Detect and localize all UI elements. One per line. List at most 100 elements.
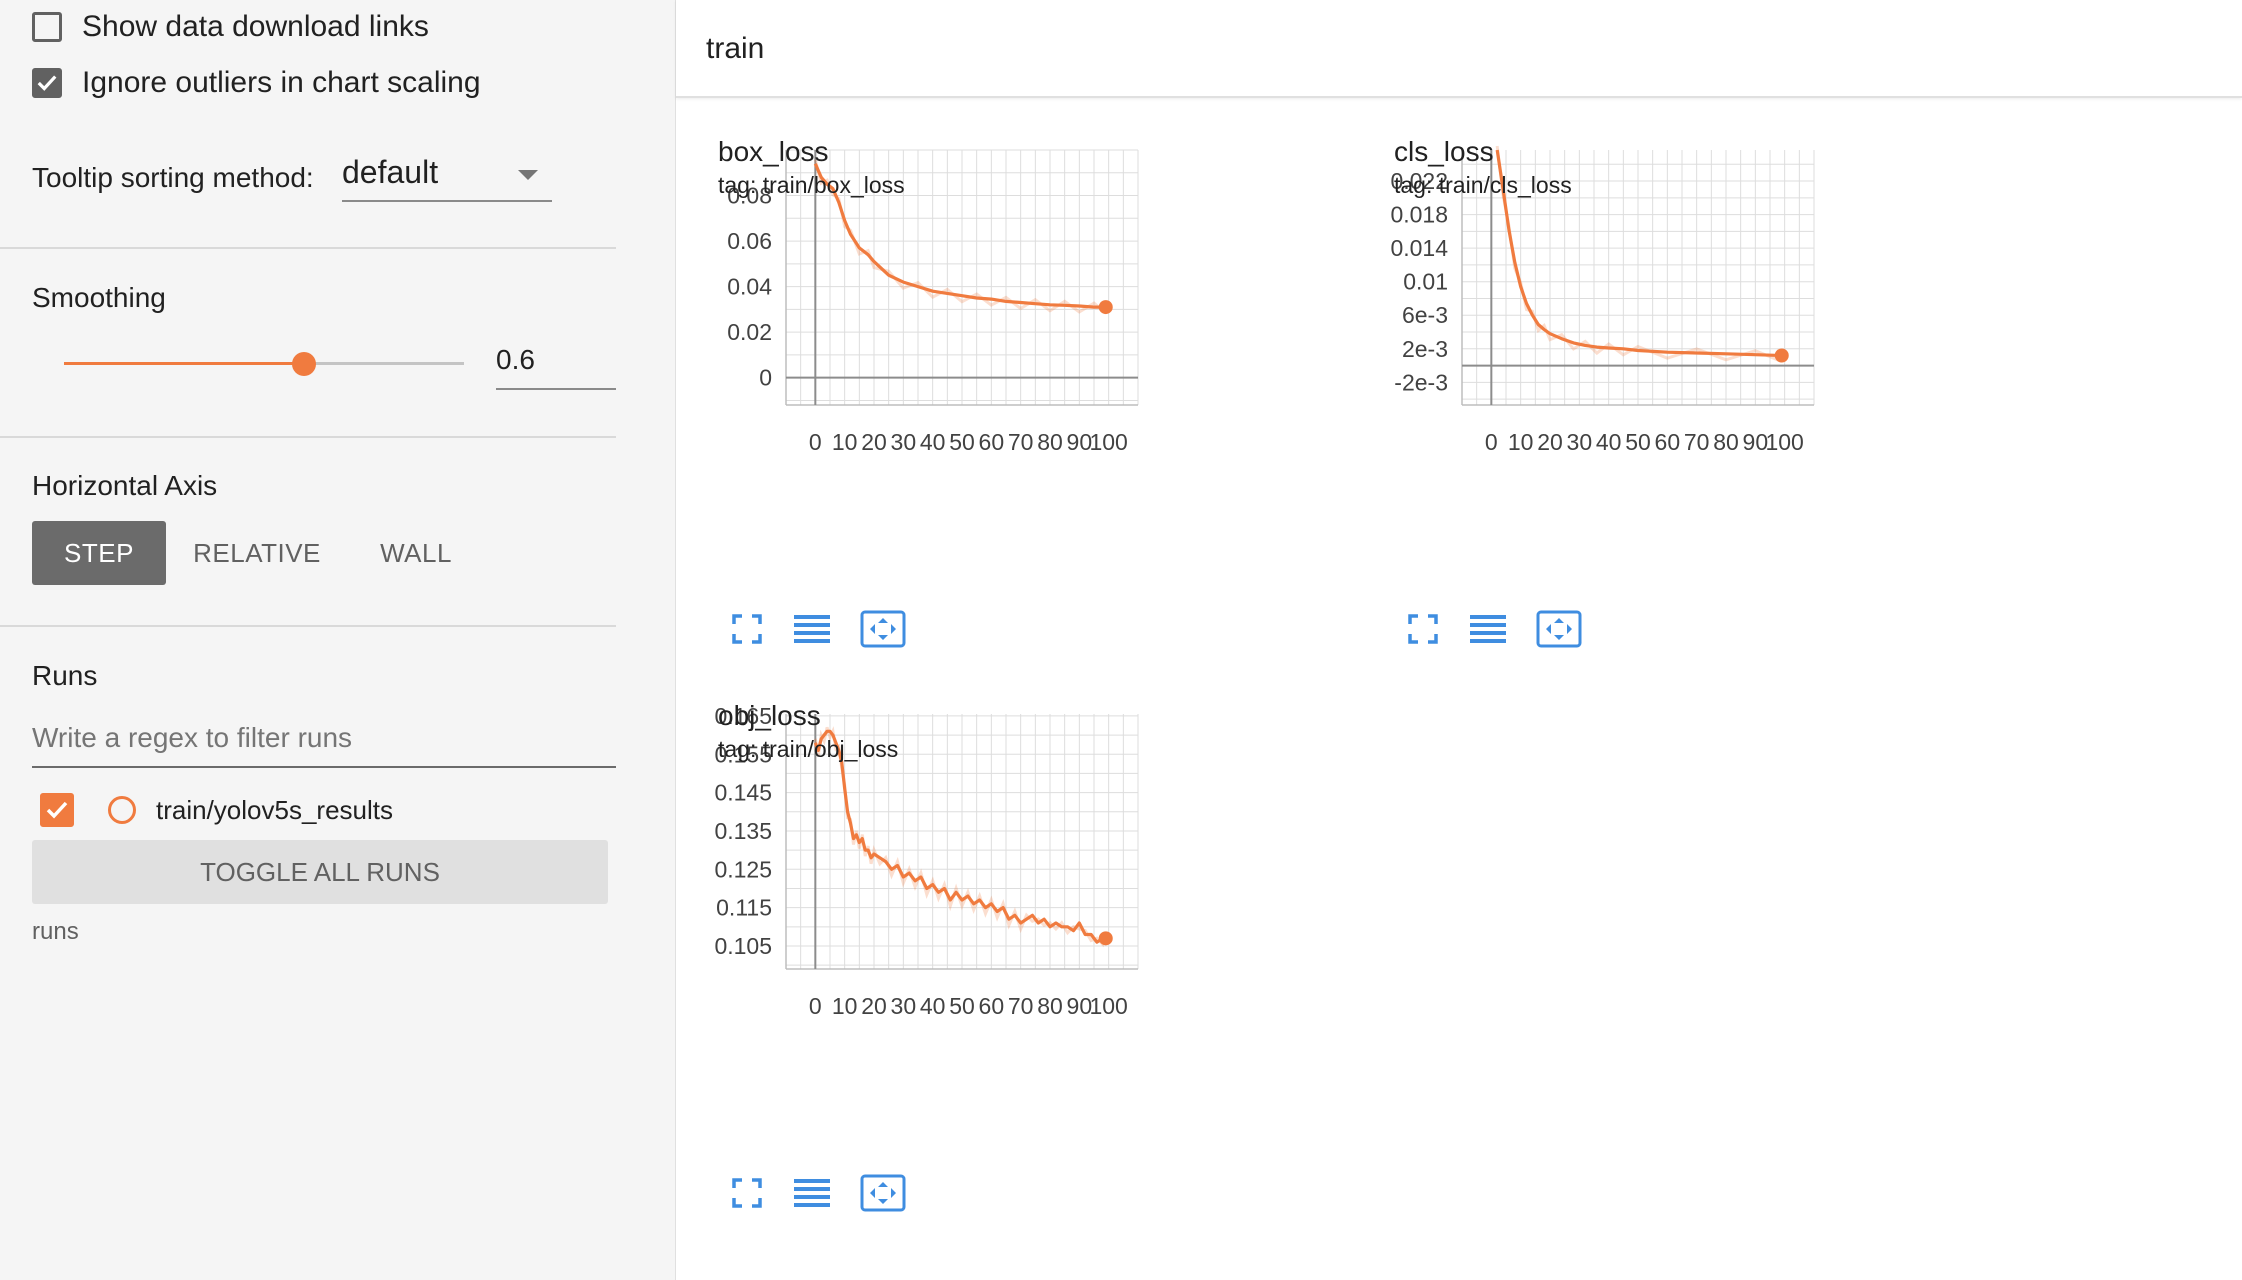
y-tick-label: 0.165 bbox=[714, 703, 772, 729]
smoothing-label: Smoothing bbox=[32, 282, 166, 313]
x-tick-label: 50 bbox=[949, 993, 975, 1019]
show-download-links-checkbox[interactable] bbox=[32, 12, 62, 42]
tooltip-sorting-value: default bbox=[342, 154, 439, 190]
smoothing-slider-knob[interactable] bbox=[292, 352, 316, 376]
y-tick-label: 0.115 bbox=[716, 895, 772, 921]
series-end-point bbox=[1098, 931, 1113, 946]
chart-card-box-loss: 0 0.02 0.04 0.06 0.08 0 10 20 30 40 50 60 70 80 90 100 … bbox=[676, 120, 1356, 680]
series-line bbox=[813, 163, 1106, 309]
chart-card-cls-loss: -2e-3 2e-3 6e-3 0.01 0.014 0.018 0.022 0 10 20 30 4… bbox=[1352, 120, 2032, 680]
y-tick-label: 0.06 bbox=[727, 228, 772, 254]
chart-toolbar bbox=[730, 610, 934, 648]
smoothing-value: 0.6 bbox=[496, 344, 535, 375]
smoothing-input[interactable]: 0.6 bbox=[496, 338, 616, 390]
y-tick-label: 0.04 bbox=[727, 274, 772, 300]
card-title: cls_loss bbox=[1394, 136, 1494, 167]
x-tick-label: 10 bbox=[832, 429, 858, 455]
x-tick-label: 40 bbox=[920, 429, 946, 455]
runs-footer: runs bbox=[32, 918, 79, 945]
ignore-outliers-row[interactable]: Ignore outliers in chart scaling bbox=[32, 66, 481, 100]
y-tick-label: 0.08 bbox=[727, 183, 772, 209]
axis-step-button[interactable]: STEP bbox=[32, 521, 166, 585]
x-tick-label: 30 bbox=[891, 429, 917, 455]
x-tick-label: 100 bbox=[1765, 429, 1803, 455]
x-tick-label: 60 bbox=[979, 993, 1005, 1019]
run-checkbox[interactable] bbox=[40, 793, 74, 827]
dropdown-arrow-icon bbox=[518, 170, 538, 180]
series-end-point bbox=[1098, 300, 1113, 315]
tooltip-sorting-select[interactable]: default bbox=[342, 148, 552, 202]
x-tick-label: 0 bbox=[809, 429, 822, 455]
card-title: box_loss bbox=[718, 136, 829, 167]
x-tick-label: 70 bbox=[1684, 429, 1710, 455]
x-tick-label: 20 bbox=[861, 993, 887, 1019]
x-tick-label: 70 bbox=[1008, 429, 1034, 455]
y-tick-label: 0.125 bbox=[714, 856, 772, 882]
y-tick-label: 0 bbox=[759, 365, 772, 391]
card-tag: tag: train/box_loss bbox=[718, 172, 905, 198]
x-tick-label: 90 bbox=[1067, 993, 1093, 1019]
y-tick-label: 0.145 bbox=[714, 780, 772, 806]
x-tick-label: 0 bbox=[809, 993, 822, 1019]
runs-label: Runs bbox=[32, 660, 98, 691]
fit-domain-icon[interactable] bbox=[1536, 610, 1582, 648]
x-tick-label: 30 bbox=[1567, 429, 1593, 455]
fit-domain-icon[interactable] bbox=[860, 1174, 906, 1212]
y-tick-label: 0.02 bbox=[727, 319, 772, 345]
fullscreen-icon[interactable] bbox=[730, 612, 764, 646]
x-tick-label: 40 bbox=[920, 993, 946, 1019]
checkmark-icon bbox=[46, 801, 68, 819]
x-tick-label: 90 bbox=[1067, 429, 1093, 455]
x-tick-label: 90 bbox=[1743, 429, 1769, 455]
group-header[interactable]: train bbox=[676, 0, 2242, 98]
x-tick-label: 100 bbox=[1089, 993, 1127, 1019]
show-download-links-row[interactable]: Show data download links bbox=[32, 10, 429, 44]
series-line bbox=[1495, 149, 1782, 358]
series-line bbox=[813, 729, 1106, 944]
y-tick-label: 0.01 bbox=[1403, 269, 1448, 295]
axis-relative-button[interactable]: RELATIVE bbox=[193, 537, 321, 568]
smoothing-slider-track[interactable] bbox=[64, 362, 464, 365]
group-title: train bbox=[706, 32, 765, 65]
x-tick-label: 80 bbox=[1037, 429, 1063, 455]
series-end-point bbox=[1774, 348, 1789, 363]
card-tag: tag: train/cls_loss bbox=[1394, 172, 1572, 198]
x-tick-label: 70 bbox=[1008, 993, 1034, 1019]
axis-wall-button[interactable]: WALL bbox=[380, 537, 452, 568]
x-tick-label: 40 bbox=[1596, 429, 1622, 455]
main-panel: train 0 0.02 0.04 0.06 0.08 0 10 20 30 40 50 60 70 80… bbox=[676, 0, 2242, 1280]
x-tick-label: 80 bbox=[1713, 429, 1739, 455]
run-color-circle-icon bbox=[108, 796, 136, 824]
fullscreen-icon[interactable] bbox=[730, 1176, 764, 1210]
toggle-log-scale-icon[interactable] bbox=[792, 612, 832, 646]
y-tick-label: 0.155 bbox=[714, 741, 772, 767]
x-tick-label: 80 bbox=[1037, 993, 1063, 1019]
card-title: obj_loss bbox=[718, 700, 821, 731]
y-tick-label: 0.135 bbox=[714, 818, 772, 844]
smoothing-slider-fill bbox=[64, 362, 304, 365]
chart-card-obj-loss: 0.105 0.115 0.125 0.135 0.145 0.155 0.165 0 10 20… bbox=[676, 684, 1356, 1244]
obj-loss-chart[interactable]: 0.105 0.115 0.125 0.135 0.145 0.155 0.165 0 10 20… bbox=[676, 684, 1356, 1184]
cls-loss-chart[interactable]: -2e-3 2e-3 6e-3 0.01 0.014 0.018 0.022 0 10 20 30 4… bbox=[1352, 120, 2032, 620]
fullscreen-icon[interactable] bbox=[1406, 612, 1440, 646]
chart-toolbar bbox=[1406, 610, 1610, 648]
x-tick-label: 50 bbox=[1625, 429, 1651, 455]
run-filter-field[interactable] bbox=[32, 714, 616, 768]
show-download-links-label: Show data download links bbox=[82, 10, 429, 43]
ignore-outliers-checkbox[interactable] bbox=[32, 68, 62, 98]
y-tick-label: 0.014 bbox=[1390, 235, 1448, 261]
ignore-outliers-label: Ignore outliers in chart scaling bbox=[82, 66, 481, 99]
sidebar: Show data download links Ignore outliers… bbox=[0, 0, 676, 1280]
x-tick-label: 10 bbox=[1508, 429, 1534, 455]
x-tick-label: 100 bbox=[1089, 429, 1127, 455]
x-tick-label: 60 bbox=[979, 429, 1005, 455]
run-row[interactable]: train/yolov5s_results bbox=[40, 793, 393, 827]
toggle-all-runs-button[interactable]: TOGGLE ALL RUNS bbox=[32, 840, 608, 904]
x-tick-label: 0 bbox=[1485, 429, 1498, 455]
fit-domain-icon[interactable] bbox=[860, 610, 906, 648]
toggle-log-scale-icon[interactable] bbox=[1468, 612, 1508, 646]
run-filter-input[interactable] bbox=[32, 722, 612, 754]
divider bbox=[0, 625, 616, 627]
toggle-log-scale-icon[interactable] bbox=[792, 1176, 832, 1210]
